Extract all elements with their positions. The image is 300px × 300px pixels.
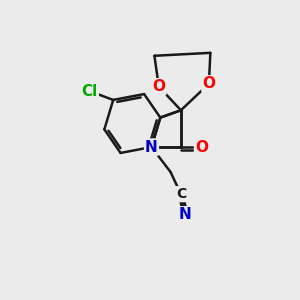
- Text: N: N: [145, 140, 158, 154]
- Text: O: O: [195, 140, 208, 154]
- Text: N: N: [179, 207, 192, 222]
- Text: C: C: [176, 187, 186, 201]
- Text: O: O: [152, 79, 165, 94]
- Text: Cl: Cl: [82, 84, 98, 99]
- Text: O: O: [202, 76, 215, 91]
